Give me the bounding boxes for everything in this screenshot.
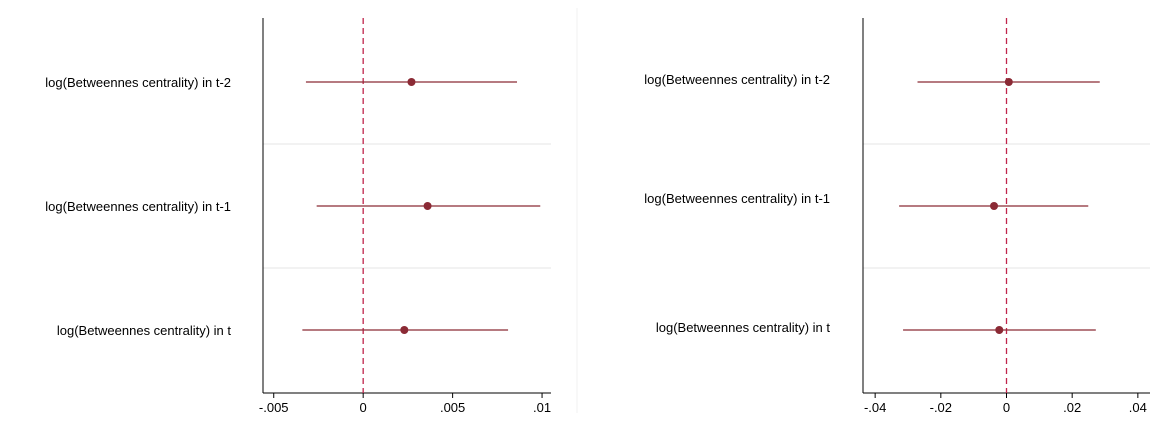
- coef-panel-1: -.005 0 .005 .01 log(Betweennes centrality) …: [45, 18, 551, 415]
- y-category-label: log(Betweennes centrality) in t-2: [644, 72, 830, 87]
- point-estimate: [407, 78, 416, 86]
- x-tick-label: -.005: [259, 400, 289, 415]
- y-category-label: log(Betweennes centrality) in t-2: [45, 75, 231, 90]
- x-tick-label: 0: [1003, 400, 1010, 415]
- coef-panel-2: -.04 -.02 0 .02 .04 log(Betweennes centrality…: [644, 18, 1150, 415]
- y-category-label: log(Betweennes centrality) in t: [57, 323, 232, 338]
- y-category-label: log(Betweennes centrality) in t: [656, 320, 831, 335]
- x-tick-label: .005: [440, 400, 465, 415]
- point-estimate: [990, 202, 999, 210]
- x-tick-label: 0: [360, 400, 367, 415]
- x-tick-label: -.04: [864, 400, 886, 415]
- x-tick-label: -.02: [930, 400, 952, 415]
- x-tick-label: .01: [533, 400, 551, 415]
- x-tick-label: .04: [1129, 400, 1147, 415]
- point-estimate: [1004, 78, 1013, 86]
- point-estimate: [400, 326, 409, 334]
- x-tick-label: .02: [1063, 400, 1081, 415]
- y-category-label: log(Betweennes centrality) in t-1: [644, 191, 830, 206]
- point-estimate: [423, 202, 432, 210]
- y-category-label: log(Betweennes centrality) in t-1: [45, 199, 231, 214]
- point-estimate: [995, 326, 1004, 334]
